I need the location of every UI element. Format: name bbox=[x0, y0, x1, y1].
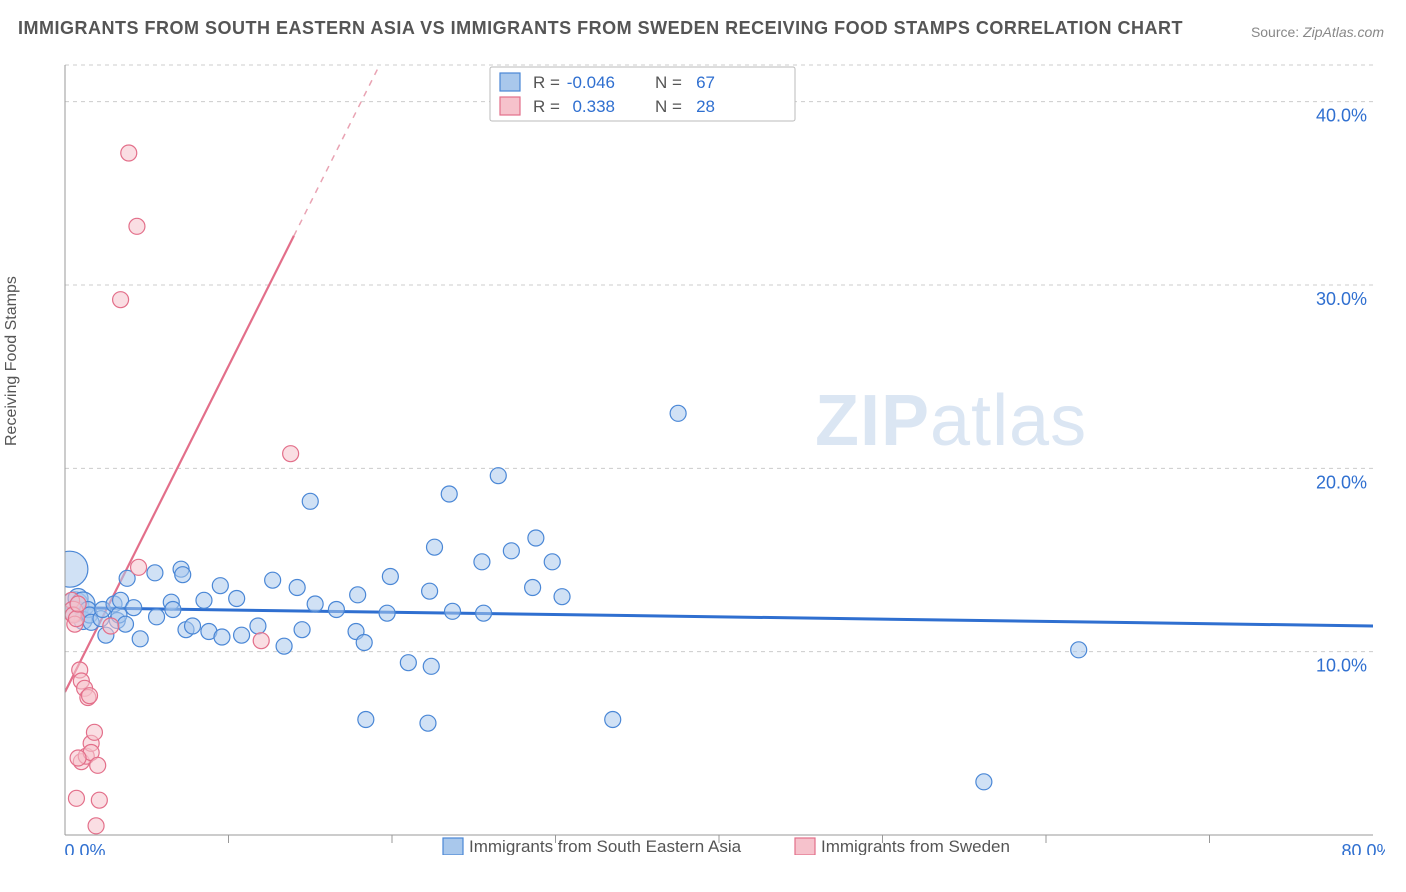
data-point-blue bbox=[214, 629, 230, 645]
data-point-blue bbox=[490, 468, 506, 484]
stats-legend: R = -0.046 N = 67 R = 0.338 N = 28 bbox=[490, 67, 795, 121]
data-point-pink bbox=[70, 750, 86, 766]
legend-swatch-pink bbox=[500, 97, 520, 115]
stats-r-value-1: -0.046 bbox=[567, 73, 615, 92]
data-point-blue bbox=[1071, 642, 1087, 658]
y-tick-label: 30.0% bbox=[1316, 289, 1367, 309]
data-point-blue bbox=[149, 609, 165, 625]
data-point-pink bbox=[68, 611, 84, 627]
data-point-pink bbox=[90, 757, 106, 773]
data-point-blue bbox=[132, 631, 148, 647]
data-point-blue bbox=[400, 655, 416, 671]
data-point-blue bbox=[350, 587, 366, 603]
data-point-pink bbox=[121, 145, 137, 161]
data-point-blue bbox=[276, 638, 292, 654]
axes bbox=[65, 65, 1373, 835]
series-legend: Immigrants from South Eastern Asia Immig… bbox=[443, 837, 1010, 855]
data-point-pink bbox=[129, 218, 145, 234]
y-axis-ticks: 10.0% 20.0% 30.0% 40.0% bbox=[1316, 106, 1367, 676]
stats-r-value-2: 0.338 bbox=[572, 97, 615, 116]
trend-lines bbox=[65, 55, 1373, 692]
data-point-pink bbox=[82, 688, 98, 704]
stats-n-label-2: N = bbox=[655, 97, 682, 116]
data-point-blue bbox=[289, 580, 305, 596]
data-point-blue bbox=[307, 596, 323, 612]
data-point-pink bbox=[283, 446, 299, 462]
data-point-blue bbox=[544, 554, 560, 570]
data-point-pink bbox=[70, 596, 86, 612]
series-blue-points bbox=[55, 405, 1087, 789]
data-point-blue bbox=[250, 618, 266, 634]
data-point-blue bbox=[422, 583, 438, 599]
y-axis-label: Receiving Food Stamps bbox=[3, 276, 21, 446]
data-point-blue bbox=[196, 592, 212, 608]
data-point-pink bbox=[91, 792, 107, 808]
data-point-blue bbox=[605, 712, 621, 728]
data-point-blue bbox=[441, 486, 457, 502]
data-point-blue bbox=[444, 603, 460, 619]
grid-lines bbox=[65, 65, 1373, 652]
data-point-blue bbox=[670, 405, 686, 421]
data-point-blue bbox=[147, 565, 163, 581]
data-point-pink bbox=[88, 818, 104, 834]
legend-swatch-blue bbox=[500, 73, 520, 91]
data-point-pink bbox=[86, 724, 102, 740]
data-point-blue bbox=[117, 616, 133, 632]
stats-n-label-1: N = bbox=[655, 73, 682, 92]
data-point-blue bbox=[976, 774, 992, 790]
source-value: ZipAtlas.com bbox=[1303, 24, 1384, 40]
data-point-pink bbox=[113, 292, 129, 308]
data-point-blue bbox=[175, 567, 191, 583]
data-point-blue bbox=[427, 539, 443, 555]
watermark: ZIPatlas bbox=[815, 381, 1087, 461]
data-point-blue bbox=[234, 627, 250, 643]
stats-r-label-1: R = bbox=[533, 73, 560, 92]
data-point-blue bbox=[476, 605, 492, 621]
stats-n-value-1: 67 bbox=[696, 73, 715, 92]
chart-title: IMMIGRANTS FROM SOUTH EASTERN ASIA VS IM… bbox=[18, 18, 1183, 39]
data-point-blue bbox=[528, 530, 544, 546]
data-point-blue bbox=[382, 569, 398, 585]
legend-swatch-pink-bottom bbox=[795, 838, 815, 855]
x-axis-max-label: 80.0% bbox=[1341, 841, 1385, 855]
trend-line-pink-extrapolated bbox=[294, 55, 1373, 236]
data-point-blue bbox=[420, 715, 436, 731]
data-point-blue bbox=[328, 602, 344, 618]
data-point-blue bbox=[185, 618, 201, 634]
data-point-blue bbox=[525, 580, 541, 596]
data-point-pink bbox=[103, 618, 119, 634]
data-point-blue bbox=[423, 658, 439, 674]
data-point-pink bbox=[131, 559, 147, 575]
source-label: Source: bbox=[1251, 24, 1299, 40]
scatter-chart: ZIPatlas 10.0% 20.0% 30.0% 40.0% 0.0% 80.0%… bbox=[55, 55, 1385, 855]
data-point-blue bbox=[229, 591, 245, 607]
legend-swatch-blue-bottom bbox=[443, 838, 463, 855]
data-point-pink bbox=[68, 790, 84, 806]
data-point-blue bbox=[302, 493, 318, 509]
data-point-blue bbox=[358, 712, 374, 728]
legend-label-blue: Immigrants from South Eastern Asia bbox=[469, 837, 742, 855]
data-point-blue bbox=[265, 572, 281, 588]
data-point-blue bbox=[126, 600, 142, 616]
series-pink-points bbox=[63, 145, 298, 834]
data-point-blue bbox=[379, 605, 395, 621]
data-point-blue bbox=[503, 543, 519, 559]
y-tick-label: 20.0% bbox=[1316, 472, 1367, 492]
data-point-blue bbox=[356, 635, 372, 651]
data-point-blue bbox=[165, 602, 181, 618]
source-attribution: Source: ZipAtlas.com bbox=[1251, 24, 1384, 40]
data-point-pink bbox=[253, 633, 269, 649]
y-tick-label: 10.0% bbox=[1316, 656, 1367, 676]
data-point-blue bbox=[474, 554, 490, 570]
stats-n-value-2: 28 bbox=[696, 97, 715, 116]
data-point-blue bbox=[294, 622, 310, 638]
stats-r-label-2: R = bbox=[533, 97, 560, 116]
y-tick-label: 40.0% bbox=[1316, 106, 1367, 126]
data-point-blue bbox=[212, 578, 228, 594]
data-point-blue bbox=[554, 589, 570, 605]
x-axis-min-label: 0.0% bbox=[64, 841, 105, 855]
data-point-blue bbox=[55, 551, 88, 587]
legend-label-pink: Immigrants from Sweden bbox=[821, 837, 1010, 855]
